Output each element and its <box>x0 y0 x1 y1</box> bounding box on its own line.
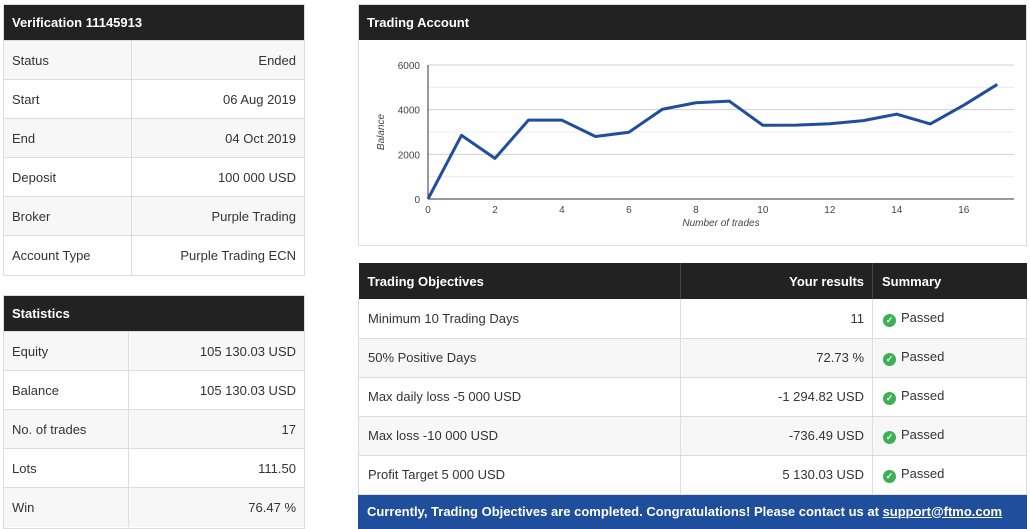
banner-text: Currently, Trading Objectives are comple… <box>367 503 883 519</box>
start-value: 06 Aug 2019 <box>131 79 304 119</box>
y-tick-label: 0 <box>414 195 420 206</box>
x-tick-label: 12 <box>824 205 836 216</box>
objective-result: -1 294.82 USD <box>680 377 873 417</box>
table-row: Profit Target 5 000 USD 5 130.03 USD ✓ Pa… <box>358 455 1027 495</box>
status-label: Status <box>4 40 132 80</box>
objective-summary: ✓ Passed <box>872 299 1027 339</box>
trading-account-title: Trading Account <box>359 5 1026 40</box>
x-tick-label: 6 <box>626 205 632 216</box>
summary-text: Passed <box>901 427 945 442</box>
objective-name: Profit Target 5 000 USD <box>358 455 681 495</box>
objective-name: Minimum 10 Trading Days <box>358 299 681 339</box>
status-value: Ended <box>131 40 304 80</box>
objective-name: Max loss -10 000 USD <box>358 416 681 456</box>
results-header: Your results <box>680 263 873 299</box>
table-row: No. of trades 17 <box>4 409 304 449</box>
table-row: 50% Positive Days 72.73 % ✓ Passed <box>358 338 1027 378</box>
statistics-title: Statistics <box>4 296 304 331</box>
start-label: Start <box>4 79 132 119</box>
account-type-label: Account Type <box>4 235 132 275</box>
table-row: Account Type Purple Trading ECN <box>4 235 304 275</box>
table-row: Deposit 100 000 USD <box>4 157 304 197</box>
deposit-value: 100 000 USD <box>131 157 304 197</box>
trades-label: No. of trades <box>4 409 129 449</box>
broker-value: Purple Trading <box>131 196 304 236</box>
end-value: 04 Oct 2019 <box>131 118 304 158</box>
table-row: Balance 105 130.03 USD <box>4 370 304 410</box>
x-tick-label: 2 <box>492 205 498 216</box>
objectives-header: Trading Objectives <box>358 263 681 299</box>
x-tick-label: 0 <box>425 205 431 216</box>
statistics-panel: Statistics Equity 105 130.03 USD Balance 1… <box>3 295 305 529</box>
objective-summary: ✓ Passed <box>872 455 1027 495</box>
summary-text: Passed <box>901 466 945 481</box>
summary-text: Passed <box>901 309 945 325</box>
account-type-value: Purple Trading ECN <box>131 235 304 275</box>
objective-summary: ✓ Passed <box>872 338 1027 378</box>
table-row: Win 76.47 % <box>4 487 304 527</box>
support-email-link[interactable]: support@ftmo.com <box>882 503 1003 519</box>
balance-label: Balance <box>4 370 129 410</box>
table-row: Lots 111.50 <box>4 448 304 488</box>
balance-line <box>426 83 999 200</box>
y-axis-label: Balance <box>376 113 387 150</box>
x-tick-label: 10 <box>757 205 769 216</box>
completion-banner: Currently, Trading Objectives are comple… <box>358 494 1027 529</box>
y-tick-label: 6000 <box>398 61 421 72</box>
objective-summary: ✓ Passed <box>872 377 1027 417</box>
end-label: End <box>4 118 132 158</box>
statistics-table: Equity 105 130.03 USD Balance 105 130.03 U… <box>4 331 304 527</box>
trades-value: 17 <box>128 409 304 449</box>
trading-account-panel: Trading Account 0 2000 4000 6000 0 2 4 6 8 10 12 14… <box>358 4 1027 246</box>
check-circle-icon: ✓ <box>883 313 896 327</box>
table-row: Broker Purple Trading <box>4 196 304 236</box>
win-value: 76.47 % <box>128 487 304 527</box>
objective-name: Max daily loss -5 000 USD <box>358 377 681 417</box>
lots-value: 111.50 <box>128 448 304 488</box>
check-circle-icon: ✓ <box>883 470 896 483</box>
x-tick-label: 4 <box>559 205 565 216</box>
table-row: Max loss -10 000 USD -736.49 USD ✓ Passed <box>358 416 1027 456</box>
verification-title: Verification 11145913 <box>4 5 304 40</box>
check-circle-icon: ✓ <box>883 392 896 405</box>
table-row: End 04 Oct 2019 <box>4 118 304 158</box>
verification-table: Status Ended Start 06 Aug 2019 End 04 Oct 2… <box>4 40 304 275</box>
equity-value: 105 130.03 USD <box>128 331 304 371</box>
verification-panel: Verification 11145913 Status Ended Start 0… <box>3 4 305 276</box>
x-tick-label: 14 <box>891 205 903 216</box>
objective-result: 11 <box>680 299 873 339</box>
summary-text: Passed <box>901 388 945 403</box>
objectives-panel: Trading Objectives Your results Summary … <box>358 263 1027 529</box>
objective-result: -736.49 USD <box>680 416 873 456</box>
summary-text: Passed <box>901 349 945 364</box>
lots-label: Lots <box>4 448 129 488</box>
objectives-header-row: Trading Objectives Your results Summary <box>358 263 1027 299</box>
table-row: Equity 105 130.03 USD <box>4 331 304 371</box>
y-tick-label: 2000 <box>398 150 421 161</box>
table-row: Minimum 10 Trading Days 11 ✓ Passed <box>358 299 1027 339</box>
y-tick-label: 4000 <box>398 106 421 117</box>
objective-name: 50% Positive Days <box>358 338 681 378</box>
objective-summary: ✓ Passed <box>872 416 1027 456</box>
deposit-label: Deposit <box>4 157 132 197</box>
summary-header: Summary <box>872 263 1027 299</box>
objectives-table: Trading Objectives Your results Summary … <box>358 263 1027 495</box>
broker-label: Broker <box>4 196 132 236</box>
table-row: Status Ended <box>4 40 304 80</box>
check-circle-icon: ✓ <box>883 353 896 366</box>
table-row: Max daily loss -5 000 USD -1 294.82 USD … <box>358 377 1027 417</box>
objective-result: 72.73 % <box>680 338 873 378</box>
balance-value: 105 130.03 USD <box>128 370 304 410</box>
objective-result: 5 130.03 USD <box>680 455 873 495</box>
x-tick-label: 8 <box>693 205 699 216</box>
x-axis-label: Number of trades <box>682 218 759 229</box>
table-row: Start 06 Aug 2019 <box>4 79 304 119</box>
win-label: Win <box>4 487 129 527</box>
x-tick-label: 16 <box>958 205 970 216</box>
equity-label: Equity <box>4 331 129 371</box>
check-circle-icon: ✓ <box>883 431 896 444</box>
balance-chart: 0 2000 4000 6000 0 2 4 6 8 10 12 14 16 Number of trad… <box>376 61 1014 229</box>
